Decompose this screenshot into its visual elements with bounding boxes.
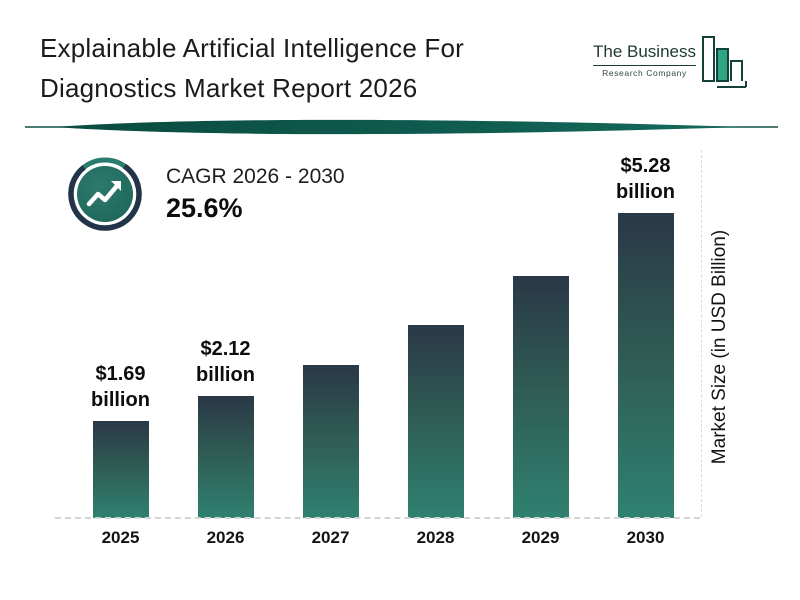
bar-column-2030: $5.28 billion: [593, 148, 698, 518]
x-axis-label-2025: 2025: [101, 528, 140, 547]
cagr-label: CAGR 2026 - 2030: [166, 164, 345, 188]
bar-value-label: $1.69 billion: [91, 363, 150, 411]
x-axis-label-2027: 2027: [311, 528, 350, 547]
bar-2027: [302, 365, 359, 518]
x-axis-label-2030: 2030: [626, 528, 665, 547]
logo-text-secondary: Research Company: [602, 68, 687, 78]
bar-value-label: $5.28 billion: [616, 155, 675, 203]
cagr-badge: CAGR 2026 - 2030 25.6%: [66, 155, 345, 233]
cagr-value: 25.6%: [166, 192, 243, 223]
right-axis-line: [701, 150, 702, 517]
bar-2029: [512, 276, 569, 518]
x-axis-baseline: [55, 517, 700, 519]
page-title-line2: Diagnostics Market Report 2026: [40, 73, 418, 103]
bar-column-2026: $2.12 billion: [173, 148, 278, 518]
growth-arrow-icon: [68, 157, 142, 231]
logo-text-primary: The Business: [593, 42, 696, 66]
divider-lens-shape: [55, 119, 745, 135]
bar-chart-logo-icon: [702, 36, 747, 88]
y-axis-label: Market Size (in USD Billion): [709, 229, 730, 465]
bar-column-2029: [488, 148, 593, 518]
bar-2026: [197, 396, 254, 518]
cagr-text: CAGR 2026 - 2030 25.6%: [166, 165, 345, 224]
bar-2028: [407, 325, 464, 518]
page-title: Explainable Artificial Intelligence For …: [40, 28, 464, 108]
bar-column-2027: [278, 148, 383, 518]
bar-chart: $1.69 billion $2.12 billion $5.28 billion: [68, 148, 698, 518]
company-logo: The Business Research Company: [593, 34, 752, 92]
bar-column-2025: $1.69 billion: [68, 148, 173, 518]
divider: [25, 119, 778, 135]
bar-column-2028: [383, 148, 488, 518]
x-axis-labels: 2025 2026 2027 2028 2029 2030: [68, 528, 698, 548]
bar-value-label: $2.12 billion: [196, 338, 255, 386]
x-axis-label-2029: 2029: [521, 528, 560, 547]
x-axis-label-2026: 2026: [206, 528, 245, 547]
bar-2025: [92, 421, 149, 518]
bar-2030: [617, 213, 674, 518]
x-axis-label-2028: 2028: [416, 528, 455, 547]
page-title-line1: Explainable Artificial Intelligence For: [40, 33, 465, 63]
company-logo-text: The Business Research Company: [593, 42, 696, 92]
